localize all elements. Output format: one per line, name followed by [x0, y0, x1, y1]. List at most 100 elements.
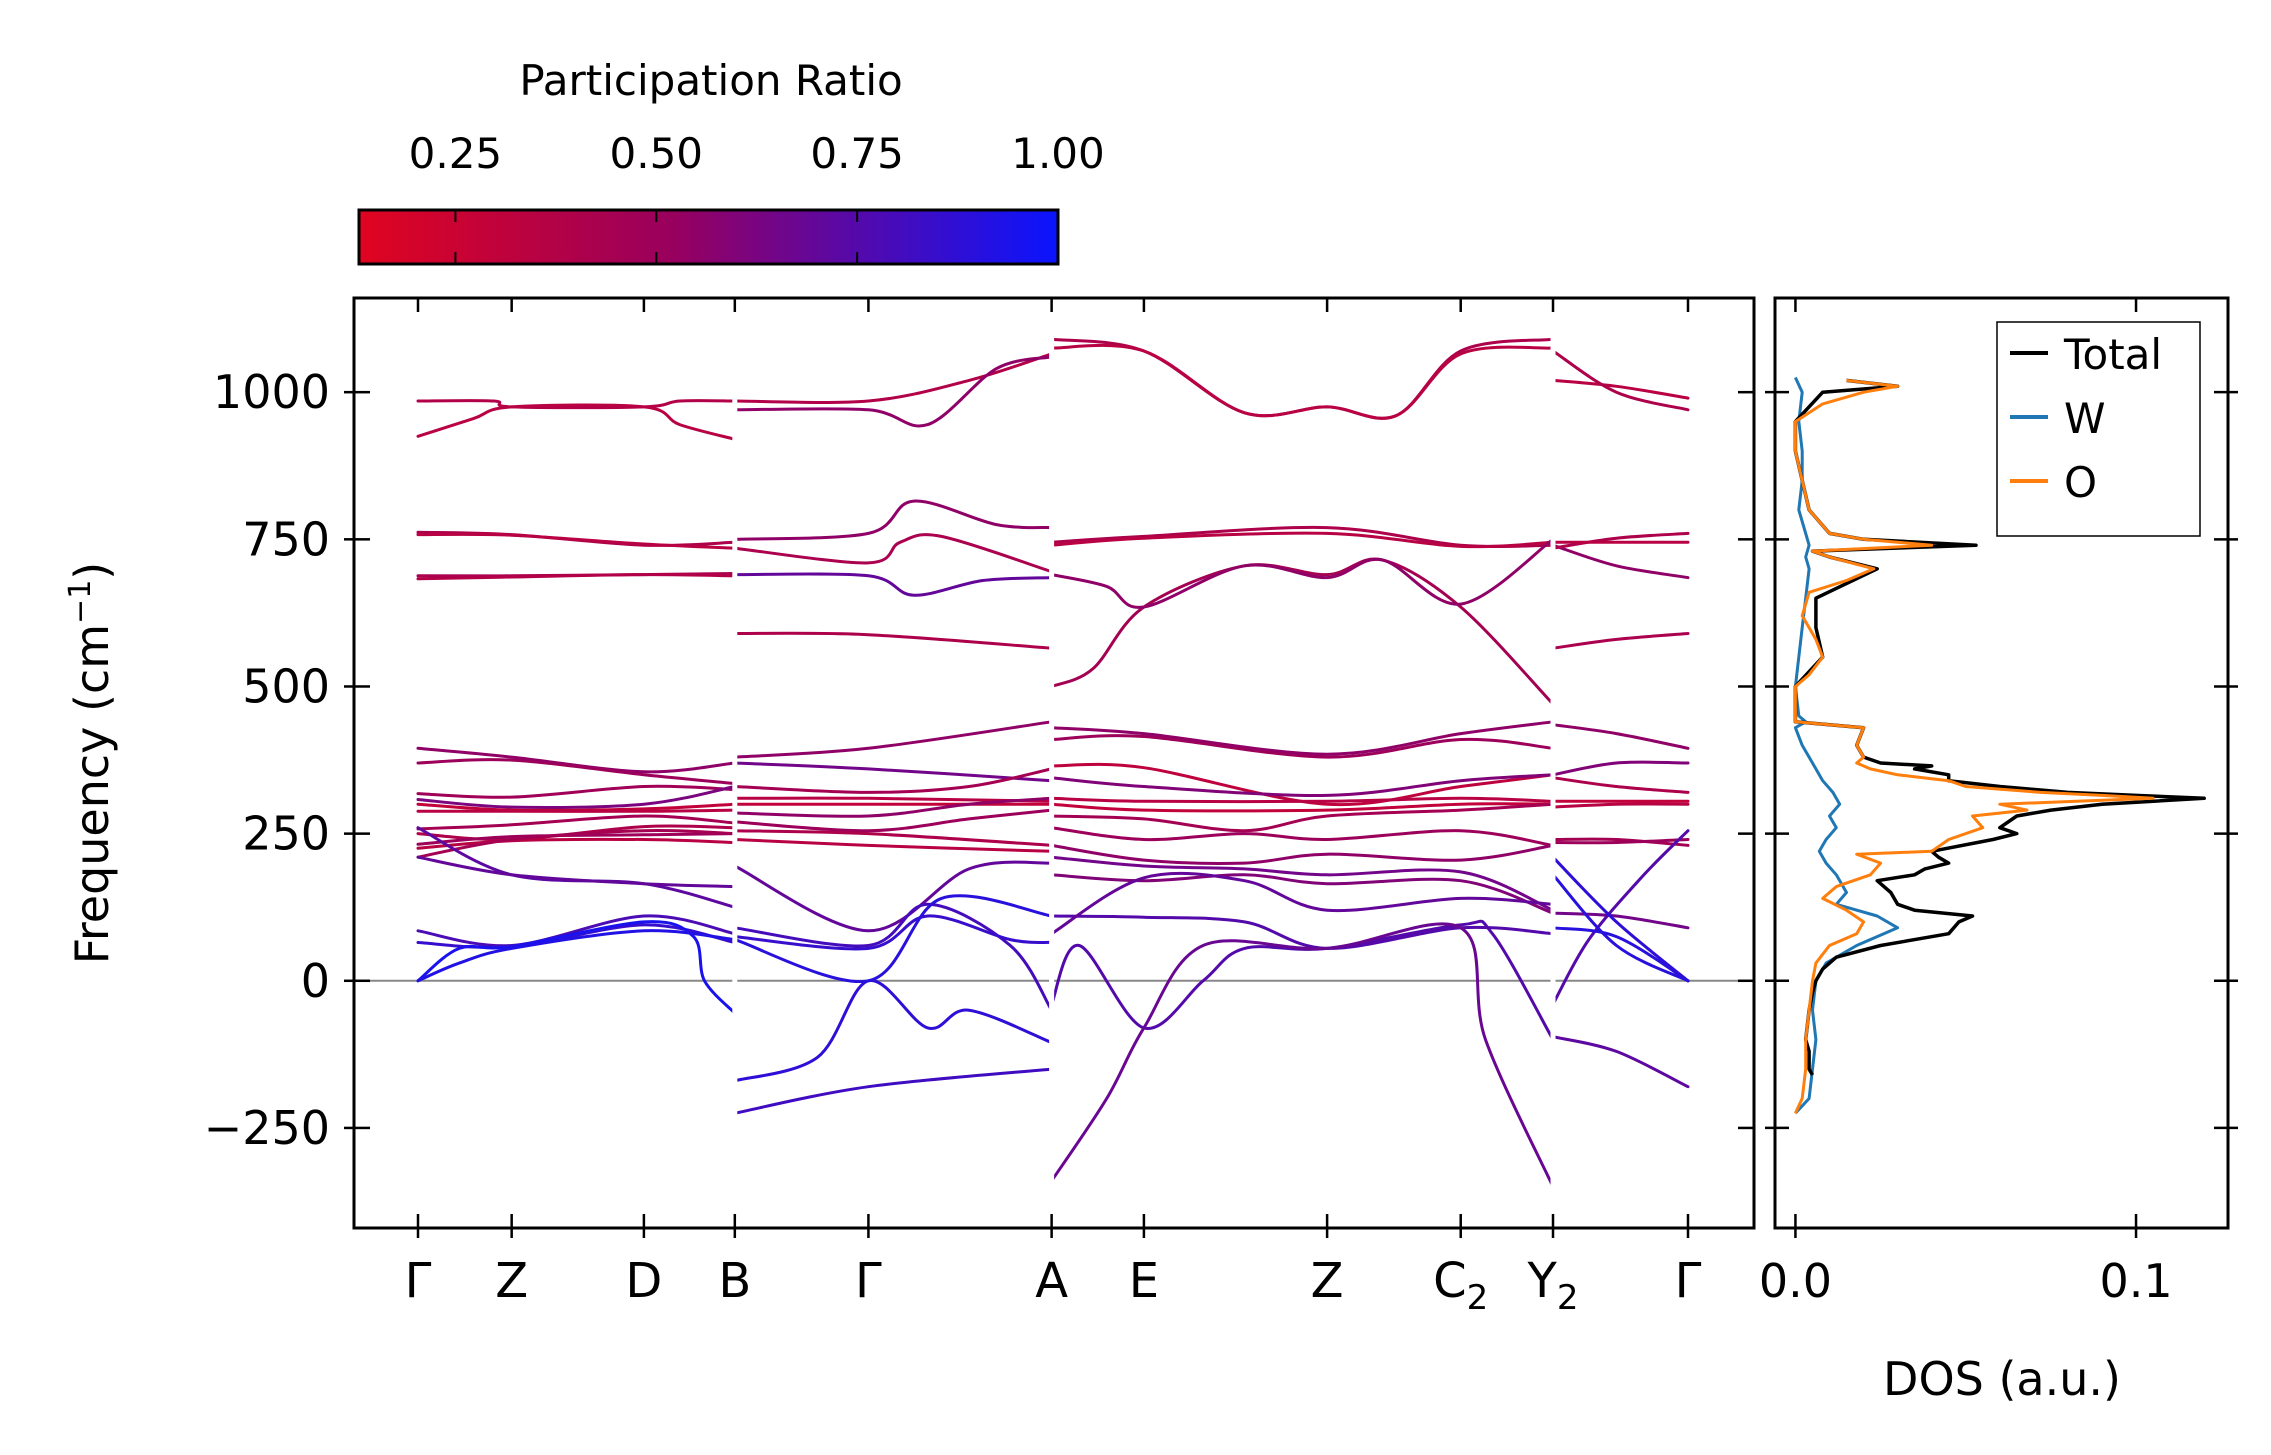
- phonon-branch: [1551, 1035, 1690, 1089]
- k-point-letter: B: [718, 1253, 751, 1309]
- phonon-branch: [733, 808, 1054, 833]
- phonon-branch: [1050, 873, 1555, 915]
- phonon-branch: [1050, 337, 1555, 420]
- phonon-branch: [416, 832, 737, 846]
- phonon-branch: [1050, 914, 1555, 950]
- phonon-bands: [416, 337, 1690, 1189]
- colorbar-tick-labels: 0.25 0.50 0.75 1.00: [409, 129, 1105, 178]
- phonon-branch: [1050, 531, 1555, 549]
- k-point-label: A: [1035, 1253, 1068, 1309]
- phonon-branch: [1551, 855, 1690, 983]
- phonon-branch: [1551, 723, 1690, 750]
- phonon-branch: [1551, 873, 1690, 983]
- dos-axes-frame: [1773, 296, 2230, 1230]
- colorbar-title: Participation Ratio: [519, 56, 902, 105]
- phonon-branch: [733, 894, 1054, 984]
- phonon-branch: [416, 784, 737, 799]
- phonon-branch: [733, 355, 1054, 428]
- phonon-branch: [1050, 802, 1555, 813]
- phonon-branch: [1551, 632, 1690, 650]
- k-point-letter: Y: [1527, 1253, 1558, 1309]
- colorbar-tick-label: 0.75: [810, 129, 904, 178]
- colorbar-ticks: [454, 210, 1059, 264]
- phonon-branch: [733, 572, 1054, 597]
- phonon-branch: [1551, 802, 1690, 809]
- k-point-letter: Z: [1311, 1253, 1344, 1309]
- legend-label: Total: [2063, 330, 2162, 379]
- y-tick-label: 250: [242, 807, 330, 861]
- colorbar-gradient: [357, 208, 1060, 266]
- phonon-branch: [733, 761, 1054, 783]
- phonon-branch: [416, 855, 737, 889]
- k-point-label: Γ: [1675, 1253, 1702, 1309]
- k-point-label: B: [718, 1253, 751, 1309]
- dos-curve-o: [1793, 378, 2155, 1114]
- y-tick-label: 750: [242, 512, 330, 566]
- k-point-letter: Z: [495, 1253, 528, 1309]
- phonon-branch: [416, 929, 737, 983]
- phonon-branch: [1551, 760, 1690, 777]
- phonon-branch: [733, 860, 1054, 933]
- phonon-branch: [1050, 855, 1555, 912]
- phonon-branch: [1050, 796, 1555, 804]
- band-axes-frame: [352, 296, 1756, 1230]
- k-point-letter: C: [1433, 1253, 1467, 1309]
- y-tick-label: 1000: [213, 365, 330, 419]
- phonon-branch: [733, 533, 1054, 574]
- phonon-branch: [733, 838, 1054, 853]
- phonon-branch: [1050, 773, 1555, 797]
- phonon-branch: [1050, 843, 1555, 865]
- phonon-branch: [1551, 543, 1690, 580]
- k-point-letter: E: [1129, 1253, 1159, 1309]
- dos-x-axis: 0.0 0.1: [1759, 298, 2173, 1308]
- phonon-branch: [733, 829, 1054, 847]
- k-point-label: Γ: [855, 1253, 882, 1309]
- phonon-branch: [733, 720, 1054, 759]
- k-point-label: D: [625, 1253, 662, 1309]
- y-tick-label: −250: [204, 1101, 330, 1155]
- phonon-branch: [1551, 838, 1690, 845]
- dos-panel: 0.0 0.1 DOS (a.u.) Total WO: [1759, 296, 2238, 1406]
- phonon-branch: [1551, 776, 1690, 794]
- band-y-axis-label: Frequency (cm−1): [63, 562, 119, 965]
- legend-label: W: [2064, 394, 2106, 443]
- dos-curve-w: [1793, 376, 1900, 1115]
- colorbar-tick-label: 0.25: [409, 129, 503, 178]
- phonon-branch: [1050, 720, 1555, 756]
- phonon-branch: [733, 902, 1054, 1012]
- band-x-axis: Γ Z D B Γ A E Z C2 Y2 Γ: [405, 298, 1702, 1318]
- phonon-branch: [416, 837, 737, 850]
- k-point-label: C2: [1433, 1253, 1488, 1318]
- k-point-letter: Γ: [405, 1253, 432, 1309]
- phonon-branch: [416, 399, 737, 410]
- phonon-branch: [1050, 762, 1555, 807]
- path-break-lines: [732, 300, 1556, 1226]
- k-point-label: Z: [1311, 1253, 1344, 1309]
- k-point-letter: Γ: [1675, 1253, 1702, 1309]
- phonon-branch: [1050, 343, 1555, 420]
- k-point-letter: A: [1035, 1253, 1068, 1309]
- legend-items: Total WO: [2010, 330, 2162, 507]
- phonon-branch: [1050, 557, 1555, 706]
- phonon-branch: [733, 979, 1054, 1083]
- ylabel-superscript: −1: [63, 580, 98, 624]
- phonon-branch: [416, 814, 737, 831]
- phonon-branch: [416, 829, 737, 859]
- dos-curves: [1793, 376, 2206, 1115]
- phonon-branch: [1050, 826, 1555, 847]
- phonon-branch: [1050, 871, 1555, 936]
- phonon-branch: [1050, 919, 1555, 1042]
- k-point-label: E: [1129, 1253, 1159, 1309]
- band-y-axis: −250 0 250 500 750 1000: [204, 365, 1754, 1155]
- phonon-branch: [1050, 525, 1555, 549]
- phonon-branch: [733, 796, 1054, 818]
- phonon-branch: [416, 532, 737, 550]
- phonon-branch: [416, 403, 737, 441]
- phonon-branch: [1551, 378, 1690, 400]
- dos-x-tick-label: 0.0: [1759, 1254, 1832, 1308]
- phonon-branch: [416, 923, 737, 949]
- phonon-branch: [1551, 829, 1690, 1006]
- dos-x-axis-label: DOS (a.u.): [1883, 1352, 2121, 1406]
- phonon-branch: [1050, 537, 1555, 609]
